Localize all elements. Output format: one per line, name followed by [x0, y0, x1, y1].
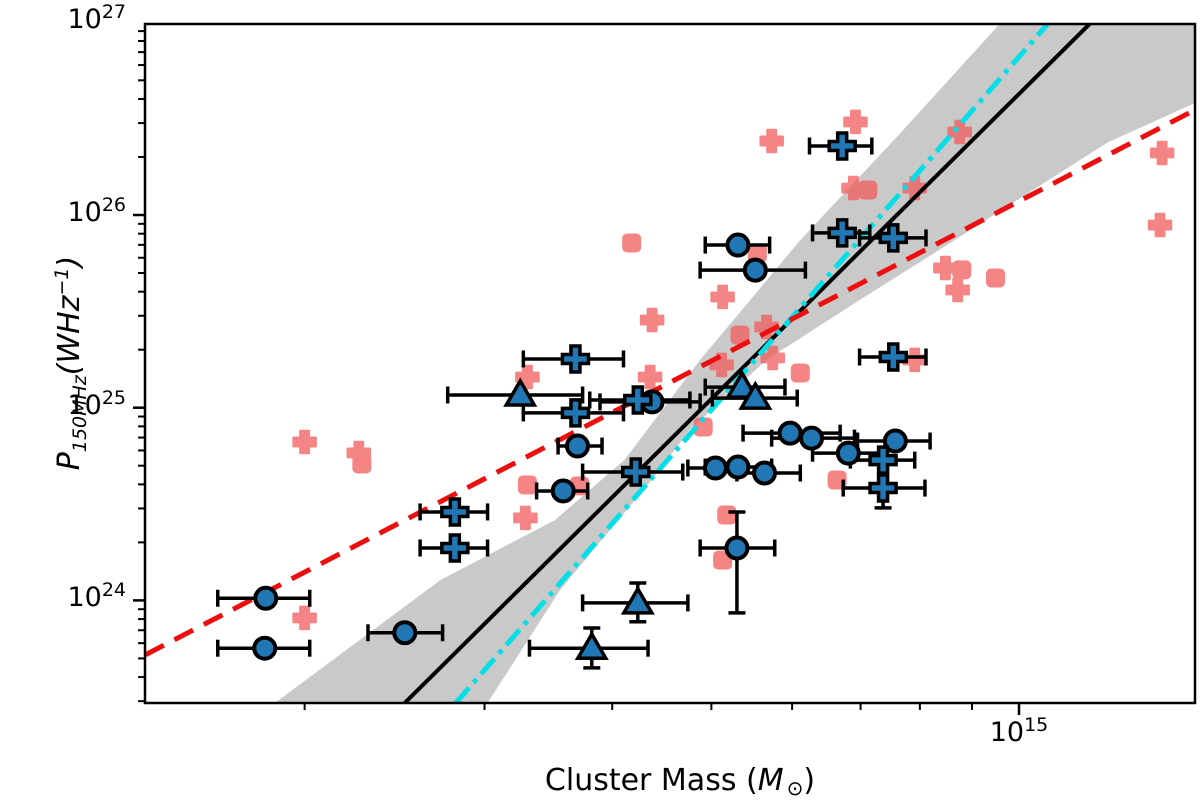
red-cross-point — [513, 505, 538, 531]
blue-triangle-point — [503, 377, 538, 407]
y-tick-label-1e26: 1026 — [67, 194, 126, 228]
x-tick-label-1e15: 1015 — [989, 714, 1049, 748]
blue-circle-point — [252, 635, 278, 661]
red-square-point — [693, 417, 713, 437]
blue-circle-point — [724, 535, 750, 561]
y-axis-title: P150MHz(WHz−1) — [51, 73, 92, 653]
blue-circle-point — [742, 257, 768, 283]
axis-ticks — [133, 30, 1021, 715]
x-title-mass-symbol: M — [757, 763, 784, 798]
red-cross-point — [346, 440, 372, 466]
red-cross-point — [515, 364, 540, 390]
red-cross-point — [710, 284, 735, 310]
best-fit-line — [403, 24, 1091, 703]
red-square-point — [747, 243, 767, 263]
blue-circle-point — [835, 440, 861, 466]
y-tick-label-1e24: 1024 — [67, 579, 126, 614]
red-cross-point — [843, 109, 868, 135]
red-cross-point — [1147, 212, 1173, 238]
blue-circle-point — [799, 425, 825, 451]
blue-markers — [252, 131, 909, 661]
blue-circle-point — [777, 420, 803, 446]
red-square-point — [622, 233, 642, 253]
blue-circle-point — [725, 454, 751, 480]
y-title-power-symbol: P — [52, 452, 87, 471]
sun-symbol: ⊙ — [786, 776, 804, 800]
red-square-point — [790, 363, 810, 383]
red-cross-point — [759, 128, 784, 154]
blue-cross-point — [621, 457, 651, 487]
blue-triangle-point — [738, 380, 773, 410]
y-tick-label-1e27: 1027 — [67, 1, 126, 36]
blue-cross-point — [560, 344, 591, 374]
blue-cross-point — [878, 223, 909, 253]
blue-circle-point — [253, 585, 279, 611]
red-cross-point — [947, 119, 972, 145]
red-cross-point — [933, 255, 958, 281]
red-square-point — [730, 325, 750, 345]
axes-content — [145, 24, 1195, 703]
red-cross-point — [945, 277, 970, 303]
blue-circle-point — [702, 455, 728, 481]
blue-circle-point — [550, 478, 576, 504]
red-cross-point — [639, 307, 665, 333]
red-square-point — [517, 475, 537, 495]
blue-cross-point — [868, 473, 898, 503]
blue-triangle-point — [724, 369, 760, 399]
red-square-point — [717, 505, 737, 525]
blue-circle-point — [882, 428, 908, 454]
blue-circle-point — [725, 232, 751, 258]
red-dashed-line — [145, 107, 1195, 658]
blue-cross-point — [560, 398, 591, 428]
blue-cross-point — [827, 218, 857, 248]
blue-cross-point — [868, 445, 898, 475]
x-title-close-paren: ) — [803, 763, 816, 798]
blue-cross-point — [623, 385, 653, 415]
y-title-close-paren: ) — [52, 255, 87, 268]
y-tick-label-1e25: 1025 — [67, 386, 126, 421]
blue-triangle-point — [574, 630, 609, 660]
plot-frame — [143, 22, 1197, 705]
red-cross-point — [292, 429, 317, 455]
red-cross-point — [292, 605, 317, 631]
red-cross-point — [637, 364, 663, 390]
blue-cross-point — [440, 533, 470, 563]
blue-cross-point — [827, 131, 857, 161]
x-axis-title: Cluster Mass (M ⊙) — [420, 763, 940, 800]
blue-cross-point — [440, 497, 470, 527]
y-title-unit-exponent: −1 — [51, 267, 73, 296]
blue-circle-point — [752, 460, 778, 486]
x-title-text: Cluster Mass ( — [544, 763, 758, 798]
blue-cross-point — [878, 342, 909, 372]
y-title-unit: WHz — [52, 295, 87, 364]
blue-circle-point — [564, 433, 590, 459]
red-cross-point — [902, 175, 928, 201]
red-cross-point — [841, 175, 866, 201]
red-square-point — [985, 268, 1005, 288]
red-cross-point — [1149, 140, 1175, 166]
confidence-band — [275, 24, 1195, 703]
y-title-open-paren: ( — [52, 363, 87, 376]
blue-triangle-point — [620, 585, 655, 615]
cyan-dashdot-line — [453, 24, 1050, 703]
blue-circle-point — [392, 620, 418, 646]
